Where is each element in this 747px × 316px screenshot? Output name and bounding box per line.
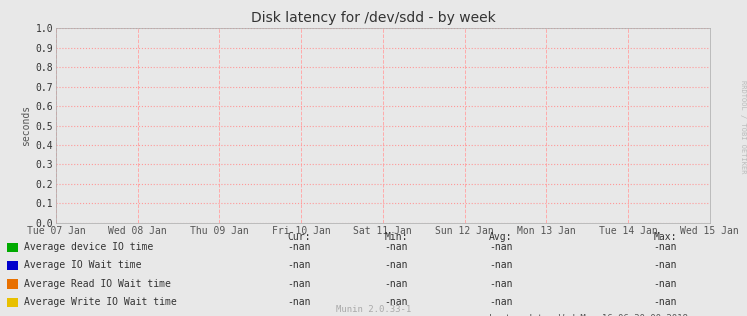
Text: -nan: -nan	[654, 279, 677, 289]
Text: -nan: -nan	[385, 260, 408, 270]
Text: Average device IO time: Average device IO time	[24, 242, 153, 252]
Text: Average Write IO Wait time: Average Write IO Wait time	[24, 297, 176, 307]
Text: -nan: -nan	[288, 279, 311, 289]
Text: Munin 2.0.33-1: Munin 2.0.33-1	[336, 306, 411, 314]
Text: -nan: -nan	[654, 297, 677, 307]
Text: -nan: -nan	[489, 242, 512, 252]
Text: -nan: -nan	[489, 297, 512, 307]
Text: -nan: -nan	[288, 242, 311, 252]
Text: -nan: -nan	[489, 260, 512, 270]
Text: -nan: -nan	[654, 242, 677, 252]
Y-axis label: seconds: seconds	[22, 105, 31, 146]
Text: Disk latency for /dev/sdd - by week: Disk latency for /dev/sdd - by week	[251, 11, 496, 25]
Text: Avg:: Avg:	[489, 232, 512, 242]
Text: -nan: -nan	[385, 242, 408, 252]
Text: -nan: -nan	[288, 260, 311, 270]
Text: Min:: Min:	[385, 232, 408, 242]
Text: Last update: Wed May 16 06:30:00 2018: Last update: Wed May 16 06:30:00 2018	[489, 314, 688, 316]
Text: -nan: -nan	[385, 279, 408, 289]
Text: -nan: -nan	[654, 260, 677, 270]
Text: Cur:: Cur:	[288, 232, 311, 242]
Text: -nan: -nan	[385, 297, 408, 307]
Text: -nan: -nan	[288, 297, 311, 307]
Text: Max:: Max:	[654, 232, 677, 242]
Text: Average IO Wait time: Average IO Wait time	[24, 260, 141, 270]
Text: Average Read IO Wait time: Average Read IO Wait time	[24, 279, 171, 289]
Text: RRDTOOL / TOBI OETIKER: RRDTOOL / TOBI OETIKER	[740, 80, 746, 173]
Text: -nan: -nan	[489, 279, 512, 289]
